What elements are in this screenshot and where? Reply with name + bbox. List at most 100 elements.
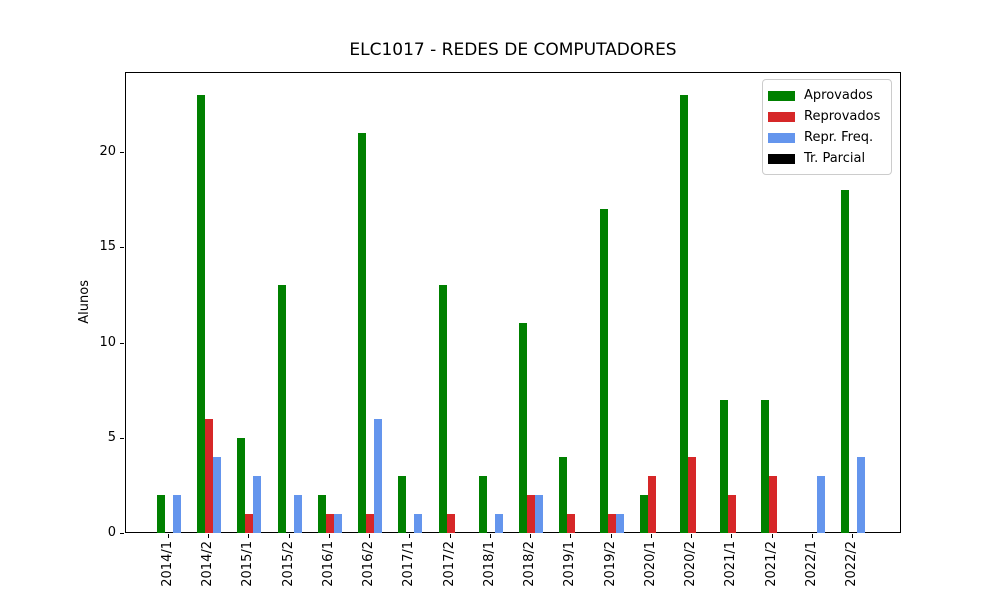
legend-item-aprovados: Aprovados (768, 85, 885, 106)
x-tick (851, 534, 853, 538)
bar-repr-freq-2018/1 (494, 513, 503, 533)
bar-repr-freq-2019/2 (615, 513, 624, 533)
bar-repr-freq-2016/2 (374, 418, 383, 533)
x-tick (288, 534, 290, 538)
bar-aprovados-2014/1 (157, 494, 165, 533)
bar-aprovados-2014/2 (197, 94, 206, 533)
x-tick (489, 534, 491, 538)
y-tick-label: 5 (107, 429, 116, 445)
legend-swatch-icon (768, 90, 795, 101)
bar-repr-freq-2022/2 (856, 456, 865, 533)
x-tick-label: 2016/2 (361, 541, 377, 587)
y-tick-label: 10 (99, 334, 116, 350)
x-tick (771, 534, 773, 538)
legend-label: Reprovados (804, 109, 881, 124)
legend-label: Tr. Parcial (804, 151, 866, 166)
x-tick (811, 534, 813, 538)
bar-aprovados-2016/1 (317, 494, 326, 533)
bar-aprovados-2021/2 (760, 399, 769, 533)
x-tick-label: 2022/1 (803, 541, 819, 587)
bar-aprovados-2017/2 (438, 285, 447, 533)
bar-reprovados-2016/1 (325, 513, 334, 533)
x-tick-label: 2018/1 (481, 541, 497, 587)
bar-aprovados-2020/1 (639, 494, 648, 533)
x-tick (650, 534, 652, 538)
bar-aprovados-2016/2 (358, 132, 367, 533)
legend-swatch-icon (768, 153, 795, 164)
x-tick-label: 2016/1 (320, 541, 336, 587)
x-tick (610, 534, 612, 538)
x-tick-label: 2017/2 (441, 541, 457, 587)
x-tick-label: 2019/2 (602, 541, 618, 587)
x-tick-label: 2014/1 (160, 541, 175, 587)
bar-aprovados-2021/1 (720, 399, 729, 533)
bar-reprovados-2017/2 (446, 513, 455, 533)
bar-reprovados-2019/2 (607, 513, 616, 533)
x-tick (731, 534, 733, 538)
x-tick (449, 534, 451, 538)
bar-repr-freq-2015/2 (293, 494, 302, 533)
legend-swatch-icon (768, 132, 795, 143)
y-tick (120, 437, 124, 439)
x-tick (248, 534, 250, 538)
x-tick-label: 2015/2 (280, 541, 296, 587)
bar-aprovados-2018/2 (519, 323, 528, 533)
y-tick-label: 15 (99, 239, 116, 255)
bar-reprovados-2021/1 (728, 494, 737, 533)
bar-aprovados-2020/2 (680, 94, 689, 533)
x-tick-label: 2020/2 (683, 541, 699, 587)
bar-aprovados-2022/2 (840, 190, 849, 533)
bar-aprovados-2017/1 (398, 475, 407, 533)
x-tick (369, 534, 371, 538)
y-tick-label: 20 (99, 144, 116, 159)
bar-aprovados-2015/1 (237, 437, 246, 533)
x-tick-label: 2015/1 (240, 541, 256, 587)
x-tick (328, 534, 330, 538)
bar-reprovados-2015/1 (245, 513, 254, 533)
legend-item-tr-parcial: Tr. Parcial (768, 148, 885, 169)
y-tick-label: 0 (107, 525, 116, 540)
x-tick-label: 2020/1 (642, 541, 658, 587)
x-tick-label: 2022/2 (843, 541, 859, 587)
y-tick (120, 247, 124, 249)
bar-repr-freq-2015/1 (253, 475, 262, 533)
legend-item-repr-freq: Repr. Freq. (768, 127, 885, 148)
legend-label: Repr. Freq. (804, 130, 874, 145)
bar-repr-freq-2022/1 (816, 475, 825, 533)
y-tick (120, 152, 124, 153)
x-tick-label: 2014/2 (200, 541, 216, 587)
bar-repr-freq-2018/2 (535, 494, 544, 533)
bar-reprovados-2021/2 (768, 475, 777, 533)
legend: Aprovados Reprovados Repr. Freq. Tr. Parcia… (762, 79, 892, 175)
y-tick (120, 533, 124, 534)
y-axis-label: Alunos (77, 280, 92, 324)
x-tick-label: 2019/1 (562, 541, 578, 587)
bar-repr-freq-2014/2 (213, 456, 222, 533)
bar-aprovados-2019/2 (599, 209, 608, 533)
bar-aprovados-2015/2 (277, 285, 286, 533)
x-tick (570, 534, 572, 538)
bar-reprovados-2020/1 (647, 475, 656, 533)
x-tick (409, 534, 411, 538)
bar-reprovados-2016/2 (366, 513, 375, 533)
bar-aprovados-2018/1 (478, 475, 487, 533)
legend-item-reprovados: Reprovados (768, 106, 885, 127)
x-tick-label: 2017/1 (401, 541, 417, 587)
x-tick (168, 534, 169, 538)
bar-reprovados-2019/1 (567, 513, 576, 533)
y-tick (120, 342, 124, 344)
bar-repr-freq-2016/1 (333, 513, 342, 533)
x-tick (208, 534, 210, 538)
bar-repr-freq-2014/1 (173, 494, 181, 533)
legend-label: Aprovados (804, 88, 873, 103)
bar-repr-freq-2017/1 (414, 513, 423, 533)
bar-reprovados-2020/2 (688, 456, 697, 533)
x-tick (691, 534, 693, 538)
x-tick-label: 2021/1 (723, 541, 739, 587)
bar-reprovados-2018/2 (527, 494, 536, 533)
legend-swatch-icon (768, 111, 795, 122)
x-tick-label: 2018/2 (522, 541, 538, 587)
bar-aprovados-2019/1 (559, 456, 568, 533)
x-tick-label: 2021/2 (763, 541, 779, 587)
